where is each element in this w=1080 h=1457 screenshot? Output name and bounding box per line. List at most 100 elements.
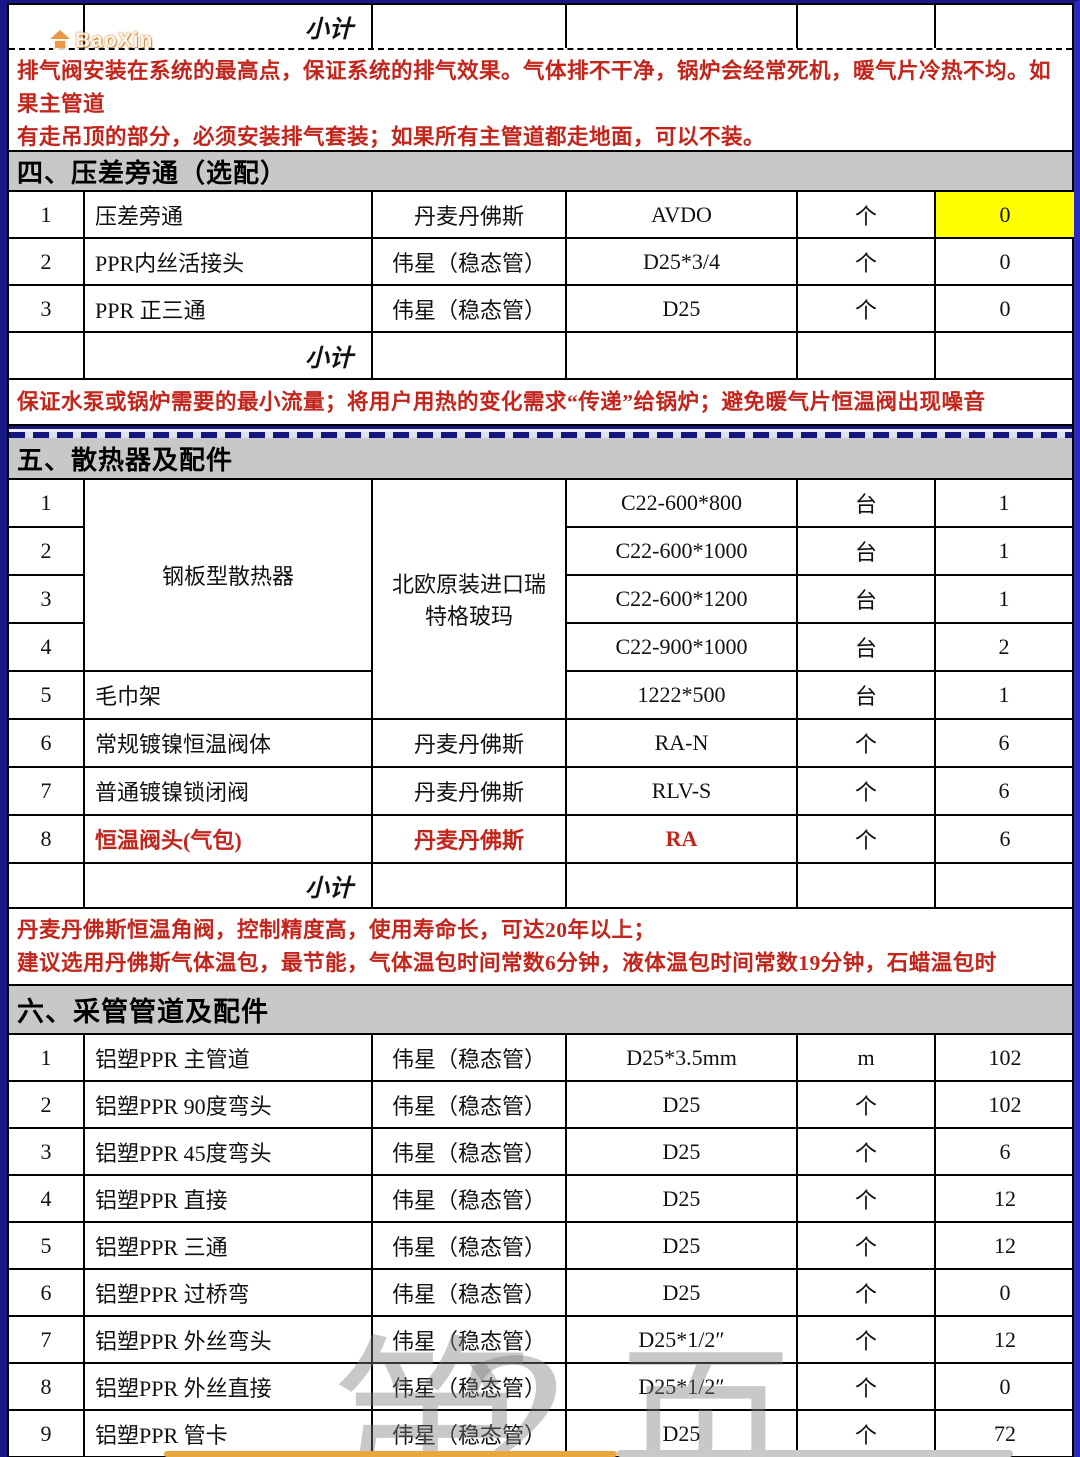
cell-qty: 12 <box>994 1326 1016 1352</box>
section-header-5: 五、散热器及配件 <box>9 438 1072 480</box>
cell-empty <box>936 864 1074 907</box>
cell-model: 1222*500 <box>567 672 798 720</box>
cell-qty: 6 <box>936 720 1074 768</box>
cell-qty: 0 <box>999 1373 1011 1399</box>
cell-empty <box>798 333 936 378</box>
cell-empty <box>373 333 567 378</box>
cell-name: 铝塑PPR 管卡 <box>85 1411 373 1456</box>
cell-model: C22-600*800 <box>567 480 798 528</box>
section-header-6: 六、采管管道及配件 <box>9 986 1072 1035</box>
cell-model: D25*1/2″ <box>567 1364 798 1409</box>
cell-brand: 伟星（稳态管） <box>373 286 567 331</box>
cell-brand: 伟星（稳态管） <box>373 1223 567 1268</box>
cell-name: 恒温阀头(气包) <box>85 816 373 864</box>
cell-no: 3 <box>9 286 85 331</box>
cell-model: D25 <box>567 1270 798 1315</box>
cell-no: 1 <box>9 1035 85 1080</box>
cell-name: 铝塑PPR 外丝直接 <box>85 1364 373 1409</box>
cell-unit: 个 <box>798 1411 936 1456</box>
cell-brand: 伟星（稳态管） <box>373 1317 567 1362</box>
cell-no: 6 <box>9 720 85 768</box>
cell-unit: 个 <box>798 816 936 864</box>
highlighted-qty-cell: 0 <box>936 192 1074 237</box>
cell-unit: 台 <box>798 576 936 624</box>
cell-empty <box>373 5 567 48</box>
cell-no: 8 <box>9 816 85 864</box>
cell-model: D25 <box>567 1411 798 1456</box>
subtotal-row: 小计 <box>9 864 1072 909</box>
cell-unit: 个 <box>798 768 936 816</box>
cell-qty: 0 <box>999 248 1011 274</box>
cell-brand: 伟星（稳态管） <box>373 1411 567 1456</box>
cell-brand: 丹麦丹佛斯 <box>373 192 567 237</box>
cell-qty: 2 <box>936 624 1074 672</box>
cell-qty: 0 <box>999 295 1011 321</box>
cell-no: 5 <box>9 1223 85 1268</box>
cell-unit: 个 <box>798 239 936 284</box>
cell-empty <box>936 5 1074 48</box>
cell-unit: 台 <box>798 624 936 672</box>
cell-empty <box>798 864 936 907</box>
cell-name: 铝塑PPR 三通 <box>85 1223 373 1268</box>
logo-text: BaoXin <box>75 29 154 52</box>
cell-model: D25 <box>567 1129 798 1174</box>
cell-unit: 个 <box>798 1223 936 1268</box>
cell-no: 6 <box>9 1270 85 1315</box>
cell-unit: 个 <box>798 1176 936 1221</box>
cell-qty: 0 <box>999 1279 1011 1305</box>
cell-qty: 6 <box>936 768 1074 816</box>
cell-name: 铝塑PPR 外丝弯头 <box>85 1317 373 1362</box>
sheet: 小计 排气阀安装在系统的最高点，保证系统的排气效果。气体排不干净，锅炉会经常死机… <box>7 3 1074 1457</box>
cell-brand: 丹麦丹佛斯 <box>373 720 567 768</box>
cell-unit: 个 <box>798 1317 936 1362</box>
subtotal-label: 小计 <box>85 333 373 378</box>
page-break-divider <box>9 426 1072 438</box>
note-bypass: 保证水泵或锅炉需要的最小流量；将用户用热的变化需求“传递”给锅炉；避免暖气片恒温… <box>9 380 1072 426</box>
table-row: 2 PPR内丝活接头 伟星（稳态管） D25*3/4 个 0 <box>9 239 1072 286</box>
cell-brand-merged: 北欧原装进口瑞特格玻玛 <box>373 480 567 720</box>
cell-unit: 个 <box>798 1082 936 1127</box>
cell-unit: 个 <box>798 1270 936 1315</box>
bottom-highlight-strip <box>164 1451 617 1457</box>
table-row: 2 铝塑PPR 90度弯头 伟星（稳态管） D25 个 102 <box>9 1082 1072 1129</box>
cell-model: AVDO <box>567 192 798 237</box>
cell-model: C22-600*1200 <box>567 576 798 624</box>
cell-name-merged: 钢板型散热器 <box>85 480 373 672</box>
table-row: 5 铝塑PPR 三通 伟星（稳态管） D25 个 12 <box>9 1223 1072 1270</box>
subtotal-label: 小计 <box>85 864 373 907</box>
table-row: 8 铝塑PPR 外丝直接 伟星（稳态管） D25*1/2″ 个 0 <box>9 1364 1072 1411</box>
cell-brand: 伟星（稳态管） <box>373 1364 567 1409</box>
cell-qty: 1 <box>936 480 1074 528</box>
cell-empty <box>936 333 1074 378</box>
cell-empty <box>567 333 798 378</box>
table-row: 9 铝塑PPR 管卡 伟星（稳态管） D25 个 72 <box>9 1411 1072 1457</box>
table-row: 7 铝塑PPR 外丝弯头 伟星（稳态管） D25*1/2″ 个 12 <box>9 1317 1072 1364</box>
cell-model: D25*3/4 <box>567 239 798 284</box>
cell-model: RA <box>567 816 798 864</box>
logo-watermark: BaoXin <box>47 29 153 53</box>
bottom-gray-strip <box>617 1450 1013 1457</box>
cell-no: 5 <box>9 672 85 720</box>
table-row: 1 铝塑PPR 主管道 伟星（稳态管） D25*3.5mm m 102 <box>9 1035 1072 1082</box>
cell-name: 压差旁通 <box>85 192 373 237</box>
house-icon <box>47 30 73 52</box>
cell-qty: 12 <box>994 1232 1016 1258</box>
radiator-table: 1 2 3 4 5 6 7 8 钢板型散热器 毛巾架 常规镀镍恒温阀体 普通镀镍… <box>9 480 1074 864</box>
cell-qty: 102 <box>988 1091 1022 1117</box>
cell-model: C22-900*1000 <box>567 624 798 672</box>
cell-brand: 丹麦丹佛斯 <box>373 816 567 864</box>
cell-no: 8 <box>9 1364 85 1409</box>
subtotal-row: 小计 <box>9 5 1072 50</box>
cell-brand: 伟星（稳态管） <box>373 239 567 284</box>
cell-brand: 伟星（稳态管） <box>373 1270 567 1315</box>
cell-unit: m <box>798 1035 936 1080</box>
cell-unit: 个 <box>798 286 936 331</box>
table-row: 4 铝塑PPR 直接 伟星（稳态管） D25 个 12 <box>9 1176 1072 1223</box>
cell-qty: 102 <box>988 1044 1022 1070</box>
note-radiator: 丹麦丹佛斯恒温角阀，控制精度高，使用寿命长，可达20年以上； 建议选用丹佛斯气体… <box>9 909 1072 986</box>
note-line: 丹麦丹佛斯恒温角阀，控制精度高，使用寿命长，可达20年以上； <box>17 918 656 942</box>
cell-qty: 1 <box>936 672 1074 720</box>
cell-model: D25 <box>567 286 798 331</box>
cell-empty <box>9 333 85 378</box>
pipe-table: 1 铝塑PPR 主管道 伟星（稳态管） D25*3.5mm m 102 2 铝塑… <box>9 1035 1072 1457</box>
